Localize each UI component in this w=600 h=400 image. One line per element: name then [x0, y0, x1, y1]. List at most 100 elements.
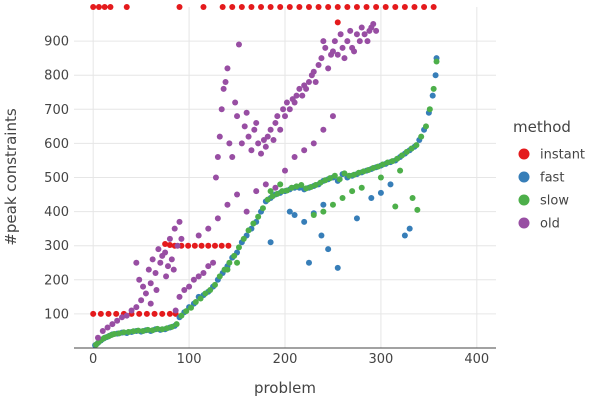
data-point-old: [361, 31, 368, 38]
data-point-old: [293, 92, 300, 99]
y-tick-label: 900: [44, 35, 69, 50]
data-point-old: [224, 201, 231, 208]
data-point-old: [305, 79, 312, 86]
data-point-instant: [325, 4, 332, 10]
data-point-slow: [269, 193, 276, 200]
data-point-old: [301, 147, 308, 154]
legend-item-old[interactable]: old: [518, 217, 560, 232]
data-point-instant: [113, 310, 120, 317]
data-point-slow: [255, 213, 262, 220]
data-point-slow: [320, 208, 327, 215]
data-point-old: [218, 106, 225, 113]
data-point-old: [142, 290, 149, 297]
data-point-instant: [373, 4, 380, 10]
data-point-old: [235, 41, 242, 48]
data-point-old: [322, 44, 329, 51]
data-point-instant: [211, 242, 218, 249]
y-tick-label: 500: [44, 171, 69, 186]
data-point-old: [210, 259, 217, 266]
data-point-instant: [382, 4, 389, 10]
data-point-slow: [173, 321, 180, 328]
data-point-old: [128, 307, 135, 314]
legend-item-slow[interactable]: slow: [518, 194, 570, 209]
data-point-old: [94, 334, 101, 341]
data-point-instant: [166, 310, 173, 317]
data-point-old: [274, 113, 281, 120]
data-point-instant: [166, 242, 173, 249]
data-point-slow: [188, 304, 195, 311]
data-point-old: [270, 136, 277, 143]
data-point-slow: [159, 326, 166, 333]
series-slow: [93, 58, 440, 348]
data-point-instant: [205, 242, 212, 249]
data-point-instant: [97, 310, 104, 317]
data-point-fast: [305, 259, 312, 266]
legend-item-instant[interactable]: instant: [518, 148, 586, 163]
data-point-slow: [310, 212, 317, 219]
x-tick-label: 300: [368, 352, 393, 367]
data-point-old: [318, 55, 325, 62]
data-point-slow: [135, 327, 142, 334]
y-tick-label: 400: [44, 205, 69, 220]
data-point-old: [145, 266, 152, 273]
data-point-old: [176, 218, 183, 225]
data-point-slow: [341, 170, 348, 177]
data-point-slow: [130, 328, 137, 335]
data-point-fast: [401, 232, 408, 239]
data-point-slow: [358, 184, 365, 191]
data-point-old: [312, 79, 319, 86]
data-point-slow: [327, 175, 334, 182]
data-point-slow: [394, 155, 401, 162]
data-point-fast: [291, 212, 298, 219]
data-point-old: [170, 266, 177, 273]
data-point-old: [186, 283, 193, 290]
data-point-slow: [211, 281, 218, 288]
data-point-instant: [151, 310, 158, 317]
data-point-instant: [219, 4, 226, 10]
data-point-old: [205, 225, 212, 232]
data-point-slow: [235, 244, 242, 251]
data-point-instant: [229, 4, 236, 10]
data-point-instant: [101, 4, 108, 10]
data-point-old: [163, 273, 170, 280]
legend-marker: [518, 194, 530, 206]
data-point-old: [339, 44, 346, 51]
data-point-old: [310, 68, 317, 75]
data-point-slow: [279, 188, 286, 195]
data-point-slow: [231, 252, 238, 259]
data-point-slow: [346, 172, 353, 179]
data-point-old: [241, 123, 248, 130]
data-point-slow: [116, 330, 123, 337]
data-point-slow: [418, 133, 425, 140]
data-point-old: [282, 113, 288, 120]
data-point-old: [320, 126, 327, 133]
data-point-old: [262, 181, 269, 188]
data-point-old: [195, 232, 202, 239]
data-point-slow: [413, 142, 420, 149]
legend-marker: [518, 148, 530, 160]
data-point-slow: [377, 174, 384, 181]
y-tick-label: 800: [44, 69, 69, 84]
data-point-slow: [168, 323, 175, 330]
data-point-old: [358, 24, 365, 31]
data-point-old: [329, 113, 336, 120]
data-point-fast: [353, 215, 360, 222]
data-point-old: [351, 48, 358, 55]
legend-label: fast: [540, 171, 564, 186]
data-point-slow: [149, 327, 156, 334]
data-point-instant: [95, 4, 102, 10]
data-point-old: [315, 61, 322, 68]
data-point-old: [133, 259, 140, 266]
data-point-old: [303, 85, 310, 92]
data-point-slow: [240, 235, 247, 242]
data-point-old: [222, 79, 229, 86]
data-point-old: [226, 140, 233, 147]
data-point-slow: [349, 188, 356, 195]
y-tick-label: 600: [44, 137, 69, 152]
grid: [74, 7, 496, 348]
data-point-instant: [159, 310, 166, 317]
legend-item-fast[interactable]: fast: [518, 171, 565, 186]
data-point-old: [296, 85, 303, 92]
data-point-slow: [426, 106, 433, 113]
